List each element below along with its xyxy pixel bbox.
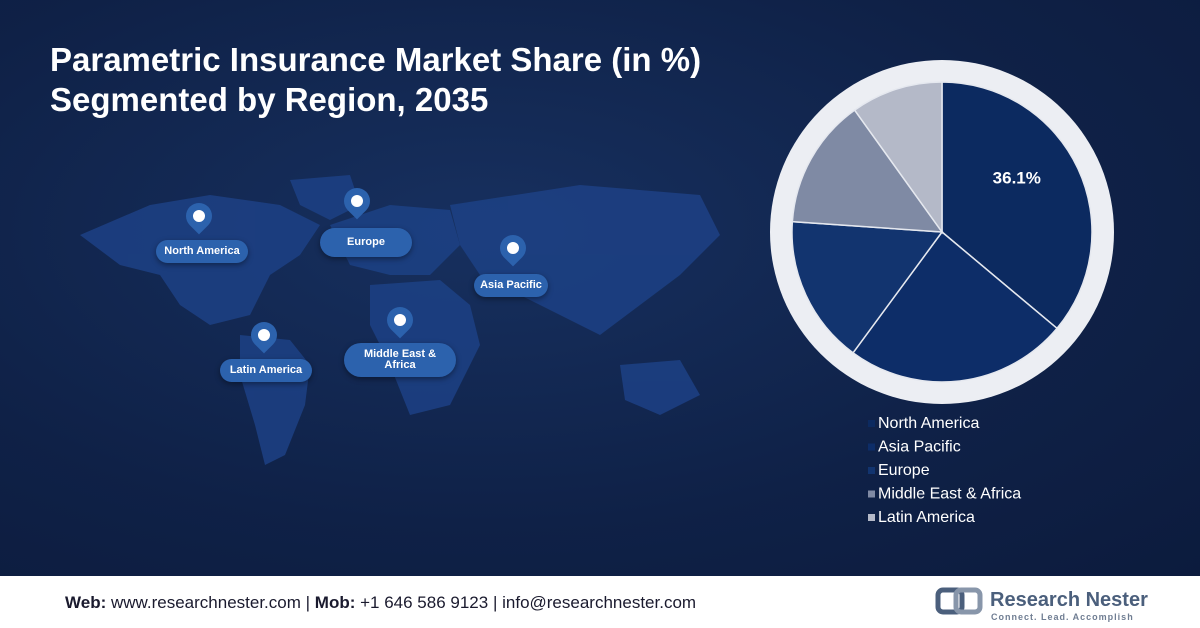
pie-slice — [852, 230, 1059, 383]
legend-label: North America — [878, 415, 979, 432]
legend-label: Latin America — [878, 509, 975, 526]
legend-swatch — [868, 420, 875, 427]
legend-swatch — [868, 490, 875, 498]
legend-label: Middle East & Africa — [878, 486, 1021, 503]
legend-swatch — [868, 514, 875, 521]
world-map — [80, 175, 720, 465]
logo-tagline: Connect. Lead. Accomplish — [991, 612, 1134, 622]
legend-swatch — [868, 443, 875, 451]
pie-slice — [853, 81, 943, 235]
label: Mob: — [314, 593, 356, 612]
map-label: Latin America — [220, 359, 312, 382]
separator: | — [305, 593, 311, 612]
title-line: Parametric Insurance Market Share (in %) — [50, 41, 702, 78]
footer: Web: www.researchnester.com | Mob: +1 64… — [0, 576, 1200, 628]
legend-label: Europe — [878, 462, 930, 479]
pie-slice — [791, 220, 944, 354]
phone: +1 646 586 9123 — [360, 593, 489, 612]
map-label: Europe — [320, 228, 412, 257]
web: www.researchnester.com — [110, 593, 301, 612]
banner: Parametric Insurance Market Share (in %)… — [0, 0, 1200, 576]
contact: Web: www.researchnester.com | Mob: +1 64… — [65, 593, 696, 613]
email: info@researchnester.com — [502, 593, 697, 612]
label: Web: — [65, 593, 107, 612]
pie-chart: 36.1% North America Asia Pacific Europe Midd… — [770, 60, 1114, 526]
logo: Research Nester Connect. Lead. Accomplis… — [935, 587, 1148, 622]
pie-slice — [941, 81, 1093, 330]
map-label: North America — [156, 240, 248, 263]
chart-title: Parametric Insurance Market Share (in %)… — [50, 40, 701, 120]
map-label: Middle East & Africa — [344, 343, 456, 377]
data-label: 36.1% — [993, 169, 1041, 188]
legend-swatch — [868, 467, 875, 474]
separator: | — [492, 593, 498, 612]
legend-label: Asia Pacific — [878, 439, 961, 456]
title-line: Segmented by Region, 2035 — [50, 81, 489, 118]
logo-name: Research Nester — [990, 589, 1148, 611]
map-label: Asia Pacific — [474, 274, 548, 297]
pie-slice — [791, 109, 944, 233]
